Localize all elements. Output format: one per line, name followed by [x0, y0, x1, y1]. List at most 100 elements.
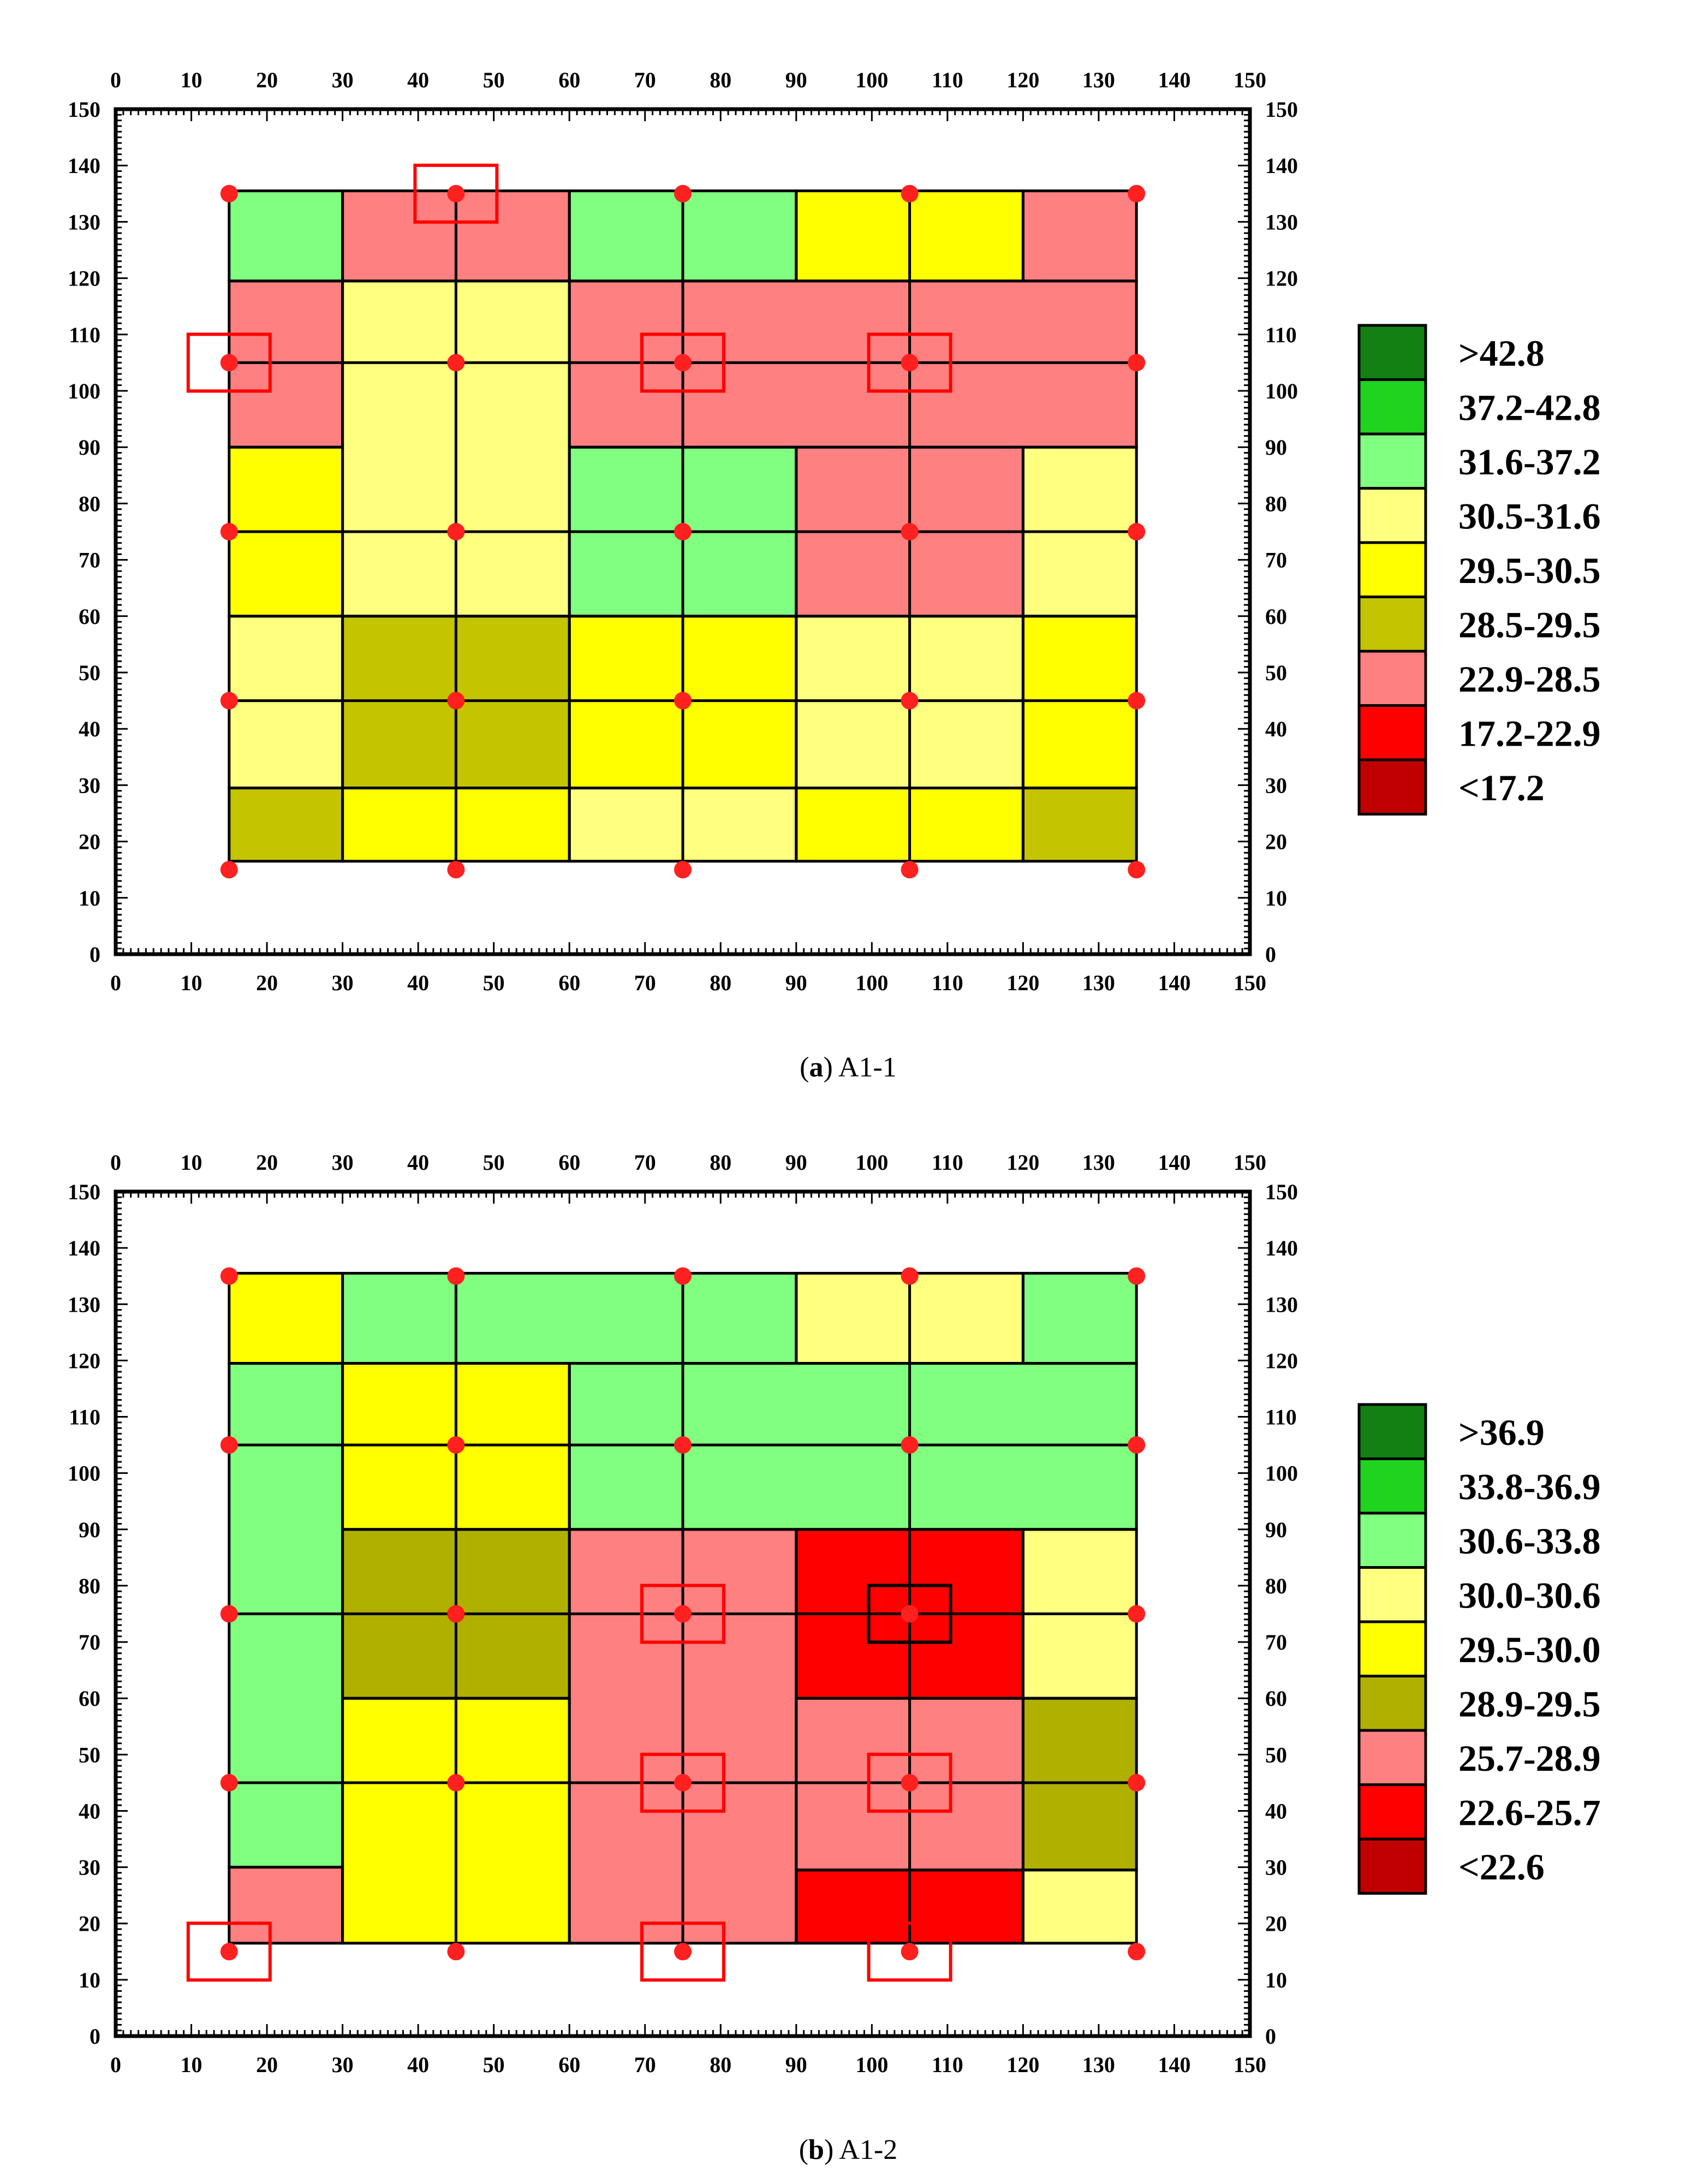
x-tick-label-bottom: 130 [1082, 971, 1115, 995]
axis-ticks [115, 108, 1251, 955]
panel-a1-2: 0010102020303040405050606070708080909010… [68, 1150, 1601, 2165]
x-tick-label-bottom: 10 [181, 2052, 202, 2077]
heatmap-cell-16 [1023, 616, 1137, 788]
measurement-point [674, 1774, 692, 1792]
measurement-point [447, 861, 465, 879]
measurement-point [447, 1436, 465, 1454]
y-tick-label-left: 140 [68, 1236, 100, 1260]
y-tick-label-right: 120 [1265, 1348, 1298, 1373]
x-tick-label-bottom: 0 [110, 971, 121, 995]
legend-swatch-4 [1357, 541, 1427, 598]
heatmap-cell-17 [229, 788, 343, 861]
highlight-box-2 [640, 1752, 725, 1813]
highlight-box-4 [186, 1921, 272, 1982]
caption-a1-2: (b) A1-2 [799, 2134, 898, 2165]
x-tick-label-bottom: 90 [785, 971, 807, 995]
y-tick-label-left: 20 [79, 1912, 100, 1936]
x-tick-label-bottom: 0 [110, 2052, 121, 2077]
legend: >36.9 33.8-36.9 30.6-33.8 30.0-30.6 29.5-30.… [1357, 1403, 1601, 1895]
y-tick-label-left: 140 [68, 153, 100, 178]
x-tick-label-top: 90 [785, 1150, 807, 1175]
legend-swatch-3 [1357, 1566, 1427, 1623]
y-tick-label-right: 0 [1265, 2024, 1276, 2049]
heatmap-cell-0 [229, 191, 343, 281]
y-tick-label-left: 70 [79, 548, 100, 573]
legend-label-2: 31.6-37.2 [1458, 441, 1601, 483]
y-tick-label-right: 120 [1265, 266, 1298, 291]
y-tick-label-left: 90 [79, 1518, 100, 1542]
y-tick-label-left: 130 [68, 1292, 100, 1317]
y-tick-label-right: 80 [1265, 491, 1287, 516]
y-tick-label-right: 140 [1265, 153, 1298, 178]
x-tick-label-top: 110 [932, 1150, 963, 1175]
y-tick-label-right: 150 [1265, 1180, 1298, 1204]
y-tick-label-right: 60 [1265, 604, 1287, 629]
y-tick-label-right: 100 [1265, 379, 1298, 403]
measurement-point [220, 1436, 238, 1454]
y-tick-label-left: 40 [79, 1799, 100, 1823]
x-tick-label-bottom: 150 [1234, 971, 1266, 995]
measurement-point [674, 1436, 692, 1454]
x-tick-label-bottom: 30 [332, 971, 354, 995]
measurement-point [901, 1605, 919, 1623]
measurement-point [447, 1774, 465, 1792]
y-tick-label-right: 80 [1265, 1574, 1287, 1598]
measurement-point [1128, 1943, 1146, 1961]
axis-tick-labels: 0010102020303040405050606070708080909010… [68, 68, 1298, 995]
y-tick-label-right: 20 [1265, 830, 1287, 854]
measurement-point [220, 692, 238, 710]
y-tick-label-left: 100 [68, 379, 100, 403]
x-tick-label-bottom: 70 [634, 2052, 656, 2077]
y-tick-label-right: 0 [1265, 942, 1276, 967]
legend-swatch-7 [1357, 704, 1427, 761]
heatmap-cell-6 [569, 1363, 1137, 1530]
legend-label-4: 29.5-30.5 [1458, 550, 1601, 591]
measurement-point [1128, 1605, 1146, 1623]
heatmap-cell-outline-16 [1021, 1868, 1138, 1945]
legend-label-8: <17.2 [1458, 767, 1545, 808]
x-tick-label-bottom: 80 [710, 971, 731, 995]
heatmap-cell-4 [1023, 191, 1137, 281]
x-tick-label-bottom: 40 [407, 971, 429, 995]
x-tick-label-bottom: 110 [932, 971, 963, 995]
measurement-point [220, 1605, 238, 1623]
x-tick-label-top: 60 [558, 68, 580, 92]
x-tick-label-bottom: 80 [710, 2052, 731, 2077]
measurement-point [220, 1774, 238, 1792]
x-tick-label-top: 0 [110, 1150, 121, 1175]
legend-label-1: 37.2-42.8 [1458, 386, 1601, 428]
heatmap-cell-21 [1023, 788, 1137, 861]
x-tick-label-bottom: 120 [1006, 2052, 1039, 2077]
y-tick-label-right: 90 [1265, 1518, 1287, 1542]
measurement-point [901, 523, 919, 540]
axis-ticks [115, 1191, 1251, 2037]
x-tick-label-bottom: 30 [332, 2052, 354, 2077]
legend-swatch-1 [1357, 378, 1427, 436]
x-tick-label-bottom: 130 [1082, 2052, 1115, 2077]
y-tick-label-left: 110 [69, 323, 100, 347]
x-tick-label-top: 130 [1082, 1150, 1115, 1175]
x-tick-label-bottom: 20 [256, 971, 278, 995]
x-tick-label-bottom: 110 [932, 2052, 963, 2077]
measurement-point [1128, 354, 1146, 372]
x-tick-label-top: 110 [932, 68, 963, 92]
y-tick-label-right: 50 [1265, 1742, 1287, 1767]
x-tick-label-bottom: 140 [1158, 2052, 1190, 2077]
legend-swatch-2 [1357, 432, 1427, 490]
x-tick-label-top: 140 [1158, 68, 1190, 92]
x-tick-label-top: 10 [181, 68, 202, 92]
legend-swatch-7 [1357, 1783, 1427, 1841]
legend-label-3: 30.5-31.6 [1458, 495, 1601, 537]
legend-label-1: 33.8-36.9 [1458, 1466, 1601, 1507]
y-tick-label-left: 10 [79, 1968, 100, 1992]
heatmap-cell-7 [569, 281, 1137, 448]
legend-label-3: 30.0-30.6 [1458, 1574, 1601, 1616]
y-tick-label-right: 100 [1265, 1461, 1298, 1486]
x-tick-label-bottom: 70 [634, 971, 656, 995]
heatmap-cell-4 [229, 1363, 343, 1867]
y-tick-label-right: 10 [1265, 1968, 1287, 1992]
legend-swatch-6 [1357, 1729, 1427, 1786]
measurement-point [1128, 1436, 1146, 1454]
highlight-box-3 [867, 332, 952, 393]
y-tick-label-left: 150 [68, 1180, 100, 1204]
